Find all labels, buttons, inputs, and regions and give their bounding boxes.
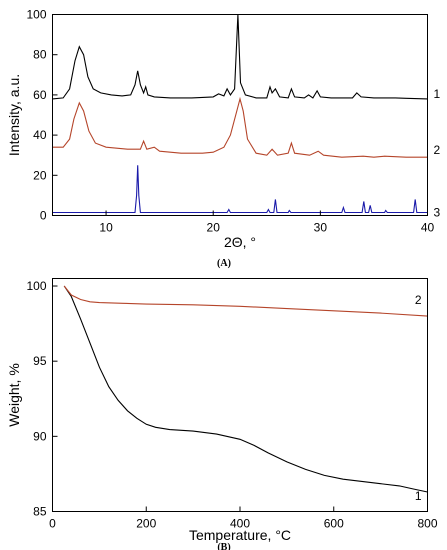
tga-traces	[63, 285, 428, 493]
series-1-label: 1	[415, 489, 422, 503]
x-tick-label: 200	[136, 517, 156, 531]
panel-a-y-axis-title: Intensity, a.u.	[6, 74, 22, 156]
panel-a-x-axis-title: 2Θ, °	[224, 234, 256, 250]
x-tick-label: 0	[49, 517, 56, 531]
y-tick-label: 0	[40, 209, 47, 223]
y-tick-label: 85	[33, 505, 47, 519]
series-2-label: 2	[434, 143, 441, 157]
x-tick-label: 600	[324, 517, 344, 531]
y-tick-label: 100	[26, 279, 46, 293]
y-tick-label: 60	[33, 88, 47, 102]
panel-b-label: (B)	[217, 542, 230, 550]
panel-b-y-ticks: 85 90 95 100	[26, 279, 58, 519]
x-tick-label: 30	[314, 221, 328, 235]
panel-a-label: (A)	[217, 258, 231, 269]
y-tick-label: 80	[33, 48, 47, 62]
x-tick-label: 400	[230, 517, 250, 531]
panel-b-series-labels: 12	[415, 293, 422, 503]
series-1-line	[63, 285, 428, 493]
panel-a-frame	[52, 14, 428, 216]
series-2-line	[63, 285, 428, 317]
y-tick-label: 95	[33, 354, 47, 368]
y-tick-label: 20	[33, 168, 47, 182]
panel-a-y-ticks: 0 20 40 60 80 100	[26, 8, 58, 223]
series-2-line	[52, 96, 428, 158]
y-tick-label: 90	[33, 429, 47, 443]
panel-b-y-axis-title: Weight, %	[6, 363, 22, 427]
panel-b-x-axis-title: Temperature, °C	[189, 527, 291, 543]
x-tick-label: 40	[421, 221, 435, 235]
panel-a-series-labels: 1 2 3	[434, 87, 441, 220]
series-3-label: 3	[434, 205, 441, 219]
xrd-traces	[52, 14, 428, 214]
x-tick-label: 20	[207, 221, 221, 235]
panel-a: 10 20 30 40 0 20 40 60 80 100 1 2 3 2Θ, ° Intensit…	[6, 8, 441, 270]
panel-a-x-ticks: 10 20 30 40	[99, 210, 435, 235]
series-1-label: 1	[434, 87, 441, 101]
panel-b-frame	[52, 278, 428, 512]
y-tick-label: 100	[26, 8, 46, 22]
series-1-line	[52, 14, 428, 100]
y-tick-label: 40	[33, 128, 47, 142]
panel-b-x-ticks: 0 200 400 600 800	[49, 506, 438, 531]
x-tick-label: 10	[99, 221, 113, 235]
series-2-label: 2	[415, 293, 422, 307]
series-3-line	[52, 165, 428, 214]
x-tick-label: 800	[417, 517, 437, 531]
